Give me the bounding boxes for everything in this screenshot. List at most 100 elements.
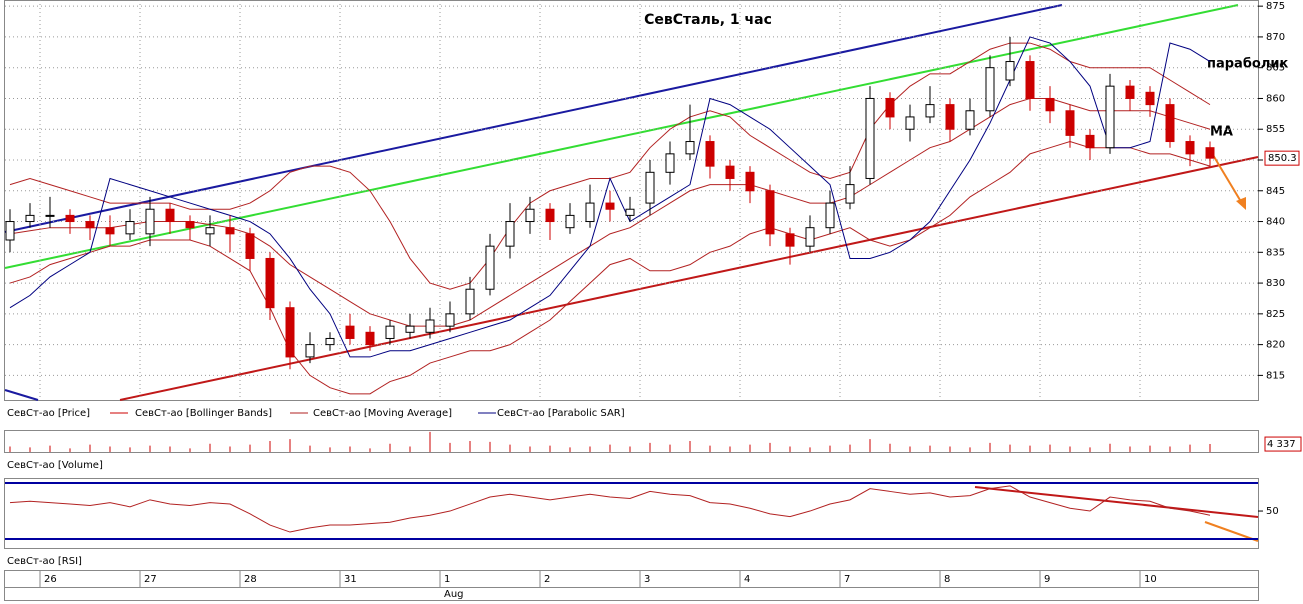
candle-body — [465, 288, 475, 315]
candle-body — [205, 227, 215, 235]
candle-body — [165, 208, 175, 223]
candle-body — [45, 214, 55, 217]
x-tick-label: 27 — [144, 574, 157, 585]
x-tick-label: 28 — [244, 574, 257, 585]
candle-body — [65, 214, 75, 223]
candle-body — [365, 331, 375, 346]
candle-body — [445, 313, 455, 327]
candle-body — [865, 97, 875, 179]
candle-body — [765, 190, 775, 235]
candle-body — [1025, 61, 1035, 99]
panel-label: СевСт-ао [RSI] — [7, 556, 82, 567]
legend-label: СевСт-ао [Price] — [7, 408, 90, 419]
candle-body — [845, 184, 855, 204]
candle-body — [245, 233, 255, 259]
candle-body — [545, 208, 555, 223]
rsi-line — [9, 485, 1211, 533]
candle-body — [985, 67, 995, 112]
candle-body — [645, 171, 655, 204]
candle-body — [345, 325, 355, 339]
candle-body — [1085, 134, 1095, 149]
candle-body — [905, 116, 915, 130]
y-tick-label: 50 — [1266, 506, 1279, 517]
candle-body — [425, 319, 435, 333]
candle-body — [785, 233, 795, 247]
y-tick-label: 825 — [1266, 309, 1285, 320]
candle-body — [525, 208, 535, 223]
candle-body — [1065, 110, 1075, 136]
x-tick-label: 2 — [544, 574, 550, 585]
last-price-label: 850.3 — [1268, 153, 1297, 164]
chart-title: СевСталь, 1 час — [644, 12, 772, 28]
candle-body — [305, 344, 315, 358]
candle-body — [925, 104, 935, 118]
y-tick-label: 865 — [1266, 63, 1285, 74]
frames — [4, 0, 1259, 601]
candle-body — [1125, 85, 1135, 99]
candle-body — [1105, 85, 1115, 149]
candle-body — [185, 221, 195, 229]
month-label: Aug — [444, 589, 464, 600]
x-tick-label: 31 — [344, 574, 357, 585]
candle-body — [505, 221, 515, 247]
y-tick-label: 870 — [1266, 32, 1285, 43]
trend-lines — [4, 4, 1259, 542]
candle-body — [125, 221, 135, 235]
candle-body — [745, 171, 755, 192]
x-tick-label: 3 — [644, 574, 650, 585]
y-tick-label: 815 — [1266, 370, 1285, 381]
candle-body — [325, 337, 335, 346]
candle-body — [1005, 61, 1015, 81]
candle-body — [605, 202, 615, 210]
candle-body — [565, 214, 575, 229]
legend-label: СевСт-ао [Bollinger Bands] — [135, 408, 272, 419]
candle-body — [265, 257, 275, 309]
y-tick-label: 830 — [1266, 278, 1285, 289]
annotation: параболик — [1207, 57, 1288, 72]
last-price-tag — [1264, 150, 1300, 166]
panel-label: СевСт-ао [Volume] — [7, 460, 103, 471]
y-tick-label: 845 — [1266, 186, 1285, 197]
x-tick-label: 1 — [444, 574, 450, 585]
candle-body — [85, 221, 95, 229]
candle-body — [885, 97, 895, 118]
y-tick-label: 855 — [1266, 124, 1285, 135]
candle-body — [145, 208, 155, 235]
candle-body — [685, 141, 695, 155]
y-tick-label: 835 — [1266, 247, 1285, 258]
candle-body — [5, 221, 15, 241]
candle-body — [1205, 147, 1215, 159]
candle-body — [625, 208, 635, 216]
candle-body — [1145, 91, 1155, 106]
legend-label: СевСт-ао [Parabolic SAR] — [497, 408, 625, 419]
y-tick-label: 840 — [1266, 217, 1285, 228]
y-tick-label: 860 — [1266, 93, 1285, 104]
x-tick-label: 26 — [44, 574, 57, 585]
annotation: MA — [1210, 125, 1233, 140]
legend-label: СевСт-ао [Moving Average] — [313, 408, 452, 419]
y-tick-label: 875 — [1266, 1, 1285, 12]
x-tick-label: 4 — [744, 574, 750, 585]
volume-tag — [1264, 436, 1302, 452]
candle-body — [945, 104, 955, 130]
candle-body — [965, 110, 975, 130]
candle-body — [105, 227, 115, 235]
candle-body — [405, 325, 415, 333]
candle-body — [805, 227, 815, 247]
candle-body — [285, 307, 295, 358]
x-tick-label: 7 — [844, 574, 850, 585]
x-tick-label: 8 — [944, 574, 950, 585]
candle-body — [665, 153, 675, 173]
bollinger-lower — [9, 141, 1211, 395]
candle-body — [385, 325, 395, 339]
candle-body — [485, 245, 495, 290]
y-tick-label: 820 — [1266, 340, 1285, 351]
candle-body — [25, 214, 35, 223]
candle-body — [1165, 104, 1175, 143]
candle-body — [725, 165, 735, 179]
candle-body — [1185, 141, 1195, 155]
x-tick-label: 10 — [1144, 574, 1157, 585]
x-tick-label: 9 — [1044, 574, 1050, 585]
candle-body — [705, 141, 715, 167]
